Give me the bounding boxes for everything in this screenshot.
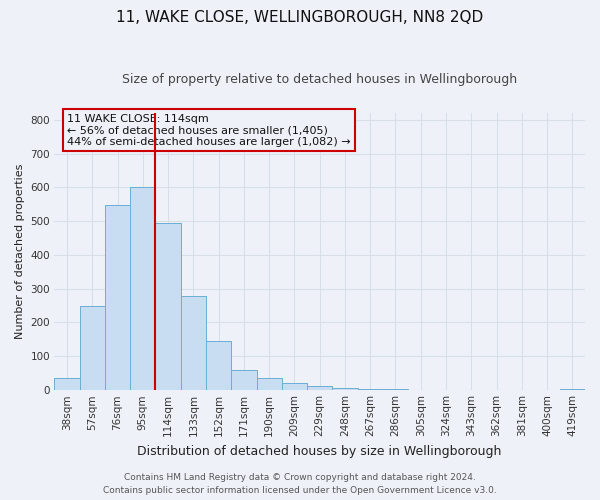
Text: 11 WAKE CLOSE: 114sqm
← 56% of detached houses are smaller (1,405)
44% of semi-d: 11 WAKE CLOSE: 114sqm ← 56% of detached … bbox=[67, 114, 350, 147]
Bar bbox=[155, 224, 181, 390]
Bar bbox=[80, 306, 105, 390]
Bar bbox=[181, 296, 206, 390]
Bar bbox=[206, 341, 231, 390]
Bar bbox=[383, 389, 408, 390]
X-axis label: Distribution of detached houses by size in Wellingborough: Distribution of detached houses by size … bbox=[137, 444, 502, 458]
Text: 11, WAKE CLOSE, WELLINGBOROUGH, NN8 2QD: 11, WAKE CLOSE, WELLINGBOROUGH, NN8 2QD bbox=[116, 10, 484, 25]
Text: Contains HM Land Registry data © Crown copyright and database right 2024.
Contai: Contains HM Land Registry data © Crown c… bbox=[103, 474, 497, 495]
Y-axis label: Number of detached properties: Number of detached properties bbox=[15, 164, 25, 339]
Title: Size of property relative to detached houses in Wellingborough: Size of property relative to detached ho… bbox=[122, 72, 517, 86]
Bar bbox=[55, 378, 80, 390]
Bar bbox=[282, 383, 307, 390]
Bar bbox=[307, 386, 332, 390]
Bar bbox=[231, 370, 257, 390]
Bar bbox=[560, 388, 585, 390]
Bar bbox=[105, 205, 130, 390]
Bar bbox=[332, 388, 358, 390]
Bar bbox=[358, 389, 383, 390]
Bar bbox=[257, 378, 282, 390]
Bar bbox=[130, 187, 155, 390]
